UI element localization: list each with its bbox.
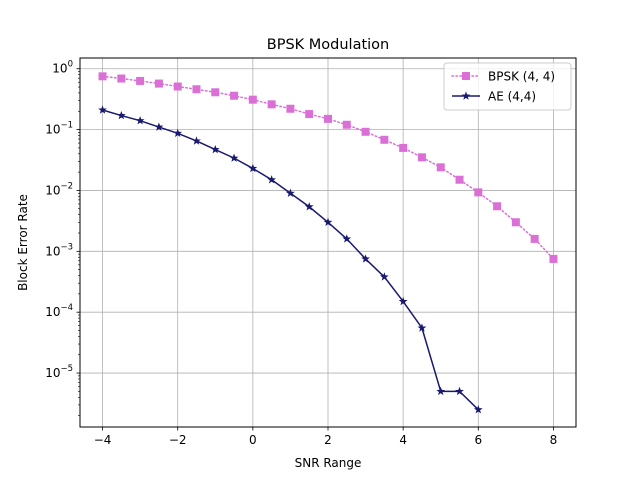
data-point	[267, 100, 276, 109]
data-point	[173, 82, 182, 91]
data-point	[304, 202, 314, 211]
data-point	[361, 127, 370, 136]
data-point	[154, 79, 163, 88]
y-tick-label: 10−1	[45, 121, 73, 137]
axis-ticks: −4 −2 0 2 4 6 8 100 10−1 10−2 10−3 10−4 10−5	[45, 60, 557, 447]
legend-box	[443, 62, 572, 111]
data-point	[474, 188, 483, 197]
x-tick-label: 2	[324, 433, 332, 447]
data-point	[210, 144, 220, 154]
legend-label: BPSK (4, 4)	[488, 70, 555, 84]
x-tick-label: 0	[249, 433, 257, 447]
data-point	[417, 153, 426, 162]
data-point	[361, 254, 370, 263]
data-point	[398, 296, 408, 306]
data-point	[248, 95, 257, 104]
series-layer	[98, 72, 558, 414]
data-point	[461, 91, 471, 100]
data-point	[98, 105, 107, 114]
data-point	[286, 188, 295, 197]
x-tick-label: −2	[169, 433, 187, 447]
legend-label: AE (4,4)	[488, 90, 536, 104]
data-point	[211, 88, 220, 97]
y-axis-label: Block Error Rate	[16, 194, 30, 291]
series-1	[98, 72, 558, 263]
y-tick-label: 10−4	[45, 303, 73, 319]
data-point	[267, 175, 277, 184]
y-tick-label: 10−5	[45, 364, 73, 380]
data-point	[436, 163, 445, 172]
x-tick-label: 4	[399, 433, 407, 447]
data-point	[117, 74, 126, 83]
data-point	[136, 76, 145, 85]
data-point	[399, 143, 408, 152]
data-point	[511, 218, 520, 227]
series-2	[98, 105, 483, 414]
data-point	[455, 386, 464, 396]
data-point	[342, 120, 351, 129]
data-point	[98, 72, 107, 81]
data-point	[417, 323, 427, 332]
data-point	[192, 136, 201, 145]
data-point	[135, 116, 145, 125]
data-point	[230, 91, 239, 100]
y-tick-label: 10−3	[45, 242, 73, 258]
x-tick-label: −4	[94, 433, 112, 447]
data-point	[342, 234, 352, 243]
data-point	[248, 163, 258, 173]
data-point	[473, 405, 483, 414]
data-point	[436, 386, 446, 396]
data-point	[530, 234, 539, 243]
y-tick-label: 100	[52, 60, 73, 76]
data-point	[229, 153, 239, 162]
data-point	[379, 272, 389, 281]
data-point	[154, 122, 164, 131]
x-tick-label: 8	[550, 433, 558, 447]
y-tick-label: 10−2	[45, 181, 73, 197]
data-point	[493, 202, 502, 211]
data-point	[380, 135, 389, 144]
chart-title: BPSK Modulation	[267, 37, 389, 53]
x-axis-label: SNR Range	[295, 456, 362, 470]
data-point	[324, 114, 332, 123]
data-point	[116, 110, 126, 120]
x-tick-label: 6	[474, 433, 482, 447]
legend-entry: BPSK (4, 4)	[451, 70, 555, 84]
legend: BPSK (4, 4) AE (4,4)	[443, 62, 572, 111]
data-point	[455, 175, 464, 184]
data-point	[305, 110, 314, 119]
data-point	[192, 85, 201, 94]
data-point	[462, 72, 470, 80]
data-point	[549, 254, 558, 263]
legend-entry: AE (4,4)	[452, 90, 536, 104]
data-point	[323, 217, 333, 227]
data-point	[173, 128, 183, 137]
data-point	[286, 104, 295, 113]
